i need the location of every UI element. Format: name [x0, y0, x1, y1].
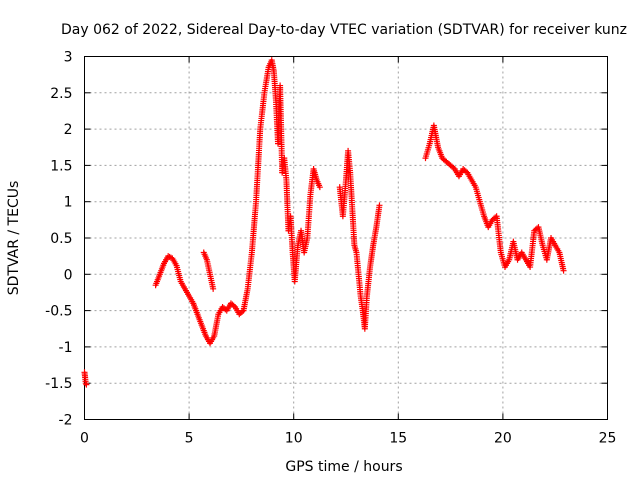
data-point	[450, 164, 457, 171]
y-tick-label: -1.5	[45, 376, 72, 392]
y-tick-label: 3	[64, 50, 73, 66]
chart-title: Day 062 of 2022, Sidereal Day-to-day VTE…	[61, 22, 627, 38]
y-tick-label: 0	[64, 267, 73, 283]
y-tick-label: 2	[64, 122, 73, 138]
data-point	[210, 285, 217, 292]
data-point	[462, 168, 469, 175]
x-axis-label: GPS time / hours	[285, 459, 402, 475]
data-point	[316, 184, 323, 191]
x-tick-label: 0	[80, 431, 89, 447]
data-point	[560, 267, 567, 274]
data-point	[230, 302, 237, 309]
grid-layer	[84, 56, 608, 420]
x-tick-label: 5	[185, 431, 194, 447]
y-tick-label: 0.5	[50, 231, 72, 247]
y-tick-label: -1	[59, 340, 73, 356]
data-point	[239, 308, 246, 315]
data-point	[83, 381, 90, 388]
y-tick-label: -0.5	[45, 304, 72, 320]
data-marks	[81, 57, 567, 388]
y-tick-label: 1.5	[50, 158, 72, 174]
data-point	[376, 202, 383, 209]
x-tick-label: 15	[389, 431, 407, 447]
x-axis: 0 5 10 15 20 25	[80, 56, 617, 447]
x-tick-label: 25	[599, 431, 617, 447]
y-tick-label: 1	[64, 195, 73, 211]
y-axis: -2 -1.5 -1 -0.5 0 0.5 1 1.5 2 2.5 3	[45, 50, 608, 429]
x-tick-label: 10	[285, 431, 303, 447]
y-axis-label: SDTVAR / TECUs	[6, 181, 22, 296]
y-tick-label: -2	[59, 413, 73, 429]
x-tick-label: 20	[494, 431, 512, 447]
y-tick-label: 2.5	[50, 86, 72, 102]
